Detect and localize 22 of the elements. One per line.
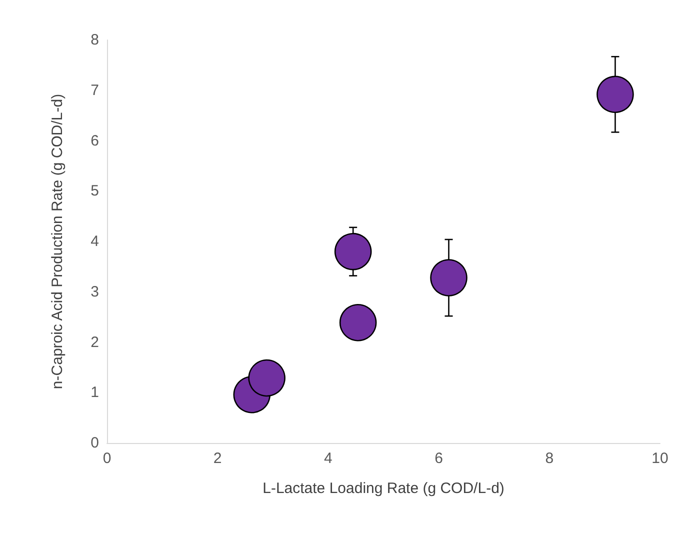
point [339,304,377,342]
y-tick-label: 2 [90,334,99,351]
x-tick-label: 4 [324,450,332,467]
point [430,259,468,296]
y-tick-label: 4 [90,233,99,250]
x-tick-label: 0 [102,450,112,467]
y-tick-label: 3 [90,283,99,300]
y-tick-label: 5 [90,182,99,200]
x-tick-label: 2 [213,450,222,467]
y-tick-label: 8 [90,32,99,48]
point [596,76,634,114]
y-axis-title: n-Caproic Acid Production Rate (g COD/L-d) [49,94,66,390]
x-tick-label: 10 [652,450,668,467]
y-tick-label: 0 [90,434,99,452]
y-tick-label: 1 [90,384,99,402]
y-tick-label: 6 [90,132,99,150]
x-axis-title: L-Lactate Loading Rate (g COD/L-d) [262,480,504,497]
x-tick-label: 8 [545,450,554,467]
x-tick-label: 6 [434,450,443,467]
point [334,232,372,270]
y-tick-label: 7 [90,82,99,99]
point [248,359,286,397]
